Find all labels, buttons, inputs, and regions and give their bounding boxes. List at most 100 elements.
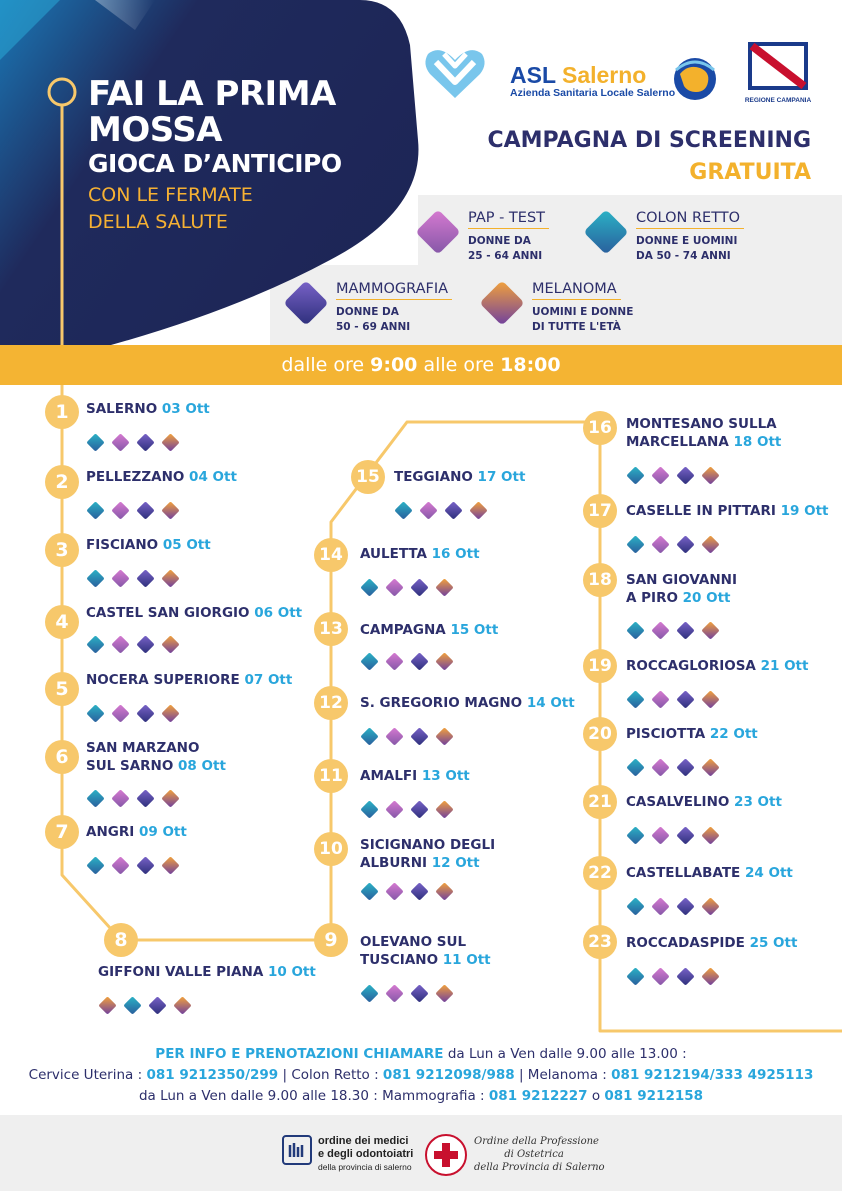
- screening-diamond-icon: [360, 727, 379, 746]
- stop-name: GIFFONI VALLE PIANA 10 Ott: [98, 963, 316, 981]
- screening-diamond-icon: [676, 826, 695, 845]
- screening-diamond-icon: [435, 727, 454, 746]
- stop-number-badge: 18: [583, 563, 617, 597]
- screening-diamond-icon: [701, 690, 720, 709]
- screening-diamond-icon: [651, 758, 670, 777]
- stop-date: 08 Ott: [178, 758, 226, 774]
- melanoma-label: | Melanoma :: [514, 1067, 612, 1083]
- stop-number-badge: 23: [583, 925, 617, 959]
- screening-diamond-icon: [651, 621, 670, 640]
- stop-name: CASALVELINO 23 Ott: [626, 793, 782, 811]
- screening-diamond-icon: [136, 704, 155, 723]
- screening-diamond-icon: [626, 826, 645, 845]
- screening-diamond-icon: [626, 967, 645, 986]
- stop-number-badge: 4: [45, 605, 79, 639]
- info-heading-tail: da Lun a Ven dalle 9.00 alle 13.00 :: [443, 1046, 687, 1062]
- stop-line-1: PELLEZZANO: [86, 469, 185, 485]
- stop-line-2: A PIRO: [626, 590, 683, 606]
- legend-desc-line2: DA 50 - 74 ANNI: [636, 250, 731, 262]
- stop-date: 09 Ott: [138, 824, 187, 840]
- screening-diamond-icon: [435, 800, 454, 819]
- screening-diamond-icon: [86, 856, 105, 875]
- info-line-2: Cervice Uterina : 081 9212350/299 | Colo…: [0, 1065, 842, 1086]
- screening-diamond-icon: [676, 967, 695, 986]
- stop-number-badge: 8: [104, 923, 138, 957]
- stop-line-1: CASTELLABATE: [626, 865, 741, 881]
- ostetrica-line3: della Provincia di Salerno: [474, 1162, 605, 1173]
- legend-title: MAMMOGRAFIA: [336, 281, 453, 300]
- stop-date: 21 Ott: [760, 658, 809, 674]
- screening-diamond-icon: [676, 621, 695, 640]
- stop-date: 22 Ott: [709, 726, 758, 742]
- screening-icons-row: [626, 896, 726, 918]
- hours-bar: dalle ore 9:00 alle ore 18:00: [0, 345, 842, 385]
- screening-icons-row: [626, 689, 726, 711]
- stop-name: PISCIOTTA 22 Ott: [626, 725, 758, 743]
- omceo-line3: della provincia di salerno: [318, 1162, 412, 1172]
- stop-number-badge: 22: [583, 856, 617, 890]
- screening-diamond-icon: [626, 897, 645, 916]
- screening-diamond-icon: [86, 569, 105, 588]
- screening-diamond-icon: [435, 652, 454, 671]
- stop-line-1: SAN MARZANO: [86, 740, 200, 756]
- screening-icons-row: [86, 432, 186, 454]
- screening-diamond-icon: [360, 578, 379, 597]
- stop-name: SAN MARZANO SUL SARNO 08 Ott: [86, 739, 226, 775]
- screening-diamond-icon: [148, 996, 167, 1015]
- screening-diamond-icon: [419, 501, 438, 520]
- screening-diamond-icon: [469, 501, 488, 520]
- omceo-text: ordine dei medici e degli odontoiatri de…: [318, 1135, 413, 1174]
- stop-name: CAMPAGNA 15 Ott: [360, 621, 498, 639]
- stop-number-badge: 21: [583, 785, 617, 819]
- stop-date: 05 Ott: [162, 537, 211, 553]
- info-line-1: PER INFO E PRENOTAZIONI CHIAMARE da Lun …: [0, 1044, 842, 1065]
- stop-number-badge: 15: [351, 460, 385, 494]
- stop-number-badge: 9: [314, 923, 348, 957]
- screening-diamond-icon: [86, 635, 105, 654]
- headline-line-3: GIOCA D’ANTICIPO: [88, 149, 342, 178]
- stop-number-badge: 12: [314, 686, 348, 720]
- screening-diamond-icon: [98, 996, 117, 1015]
- screening-diamond-icon: [111, 501, 130, 520]
- screening-diamond-icon: [676, 466, 695, 485]
- screening-diamond-icon: [385, 984, 404, 1003]
- screening-icons-row: [360, 983, 460, 1005]
- legend-desc-line1: DONNE DA: [336, 306, 399, 318]
- screening-icons-row: [360, 577, 460, 599]
- stop-date: 11 Ott: [442, 952, 491, 968]
- hero-background: [0, 0, 842, 372]
- stop-date: 14 Ott: [526, 695, 575, 711]
- stop-line-1: AMALFI: [360, 768, 418, 784]
- screening-diamond-icon: [360, 984, 379, 1003]
- stop-number-badge: 14: [314, 538, 348, 572]
- stop-name: CASTELLABATE 24 Ott: [626, 864, 793, 882]
- screening-diamond-icon: [701, 535, 720, 554]
- stop-name: MONTESANO SULLA MARCELLANA 18 Ott: [626, 415, 781, 451]
- headline-line-5: DELLA SALUTE: [88, 211, 228, 233]
- heart-logo-icon: [425, 50, 485, 98]
- stop-date: 10 Ott: [267, 964, 316, 980]
- screening-diamond-icon: [86, 789, 105, 808]
- screening-diamond-icon: [161, 433, 180, 452]
- legend-desc-line1: DONNE E UOMINI: [636, 235, 738, 247]
- screening-diamond-icon: [360, 652, 379, 671]
- screening-icons-row: [360, 799, 460, 821]
- screening-icons-row: [626, 534, 726, 556]
- stop-line-1: ROCCADASPIDE: [626, 935, 745, 951]
- legend-desc-line2: 50 - 69 ANNI: [336, 321, 411, 333]
- stop-date: 12 Ott: [431, 855, 480, 871]
- stop-number-badge: 20: [583, 717, 617, 751]
- ostetrica-text: Ordine della Professione di Ostetrica de…: [474, 1135, 605, 1174]
- stop-date: 17 Ott: [477, 469, 526, 485]
- screening-diamond-icon: [136, 569, 155, 588]
- legend-desc-line2: DI TUTTE L'ETÀ: [532, 321, 621, 333]
- stop-name: ROCCADASPIDE 25 Ott: [626, 934, 797, 952]
- stop-line-1: ROCCAGLORIOSA: [626, 658, 756, 674]
- screening-diamond-icon: [136, 789, 155, 808]
- screening-diamond-icon: [136, 433, 155, 452]
- legend-title: MELANOMA: [532, 281, 621, 300]
- screening-diamond-icon: [161, 856, 180, 875]
- stop-number-badge: 13: [314, 612, 348, 646]
- legend-desc-line1: UOMINI E DONNE: [532, 306, 634, 318]
- stop-line-1: MONTESANO SULLA: [626, 416, 777, 432]
